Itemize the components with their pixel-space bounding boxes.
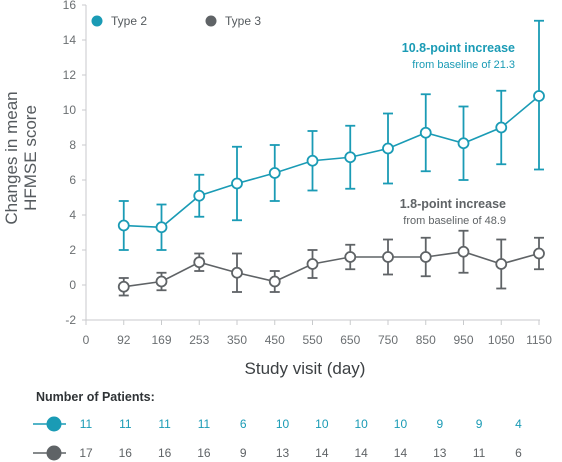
patients-title: Number of Patients: <box>36 390 155 404</box>
annotation-type-2: 10.8-point increase from baseline of 21.… <box>402 41 515 71</box>
patients-row-marker-type-2 <box>46 416 62 432</box>
data-point-type-2 <box>495 121 508 134</box>
data-point-type-3 <box>382 251 394 263</box>
x-tick-label: 1050 <box>488 333 515 347</box>
patients-count-type-3: 11 <box>473 446 486 460</box>
patients-count-type-3: 17 <box>79 446 93 460</box>
patients-count-type-2: 11 <box>80 417 93 431</box>
data-point-type-3 <box>155 275 168 288</box>
patients-count-type-3: 9 <box>240 446 247 460</box>
y-tick-label: 0 <box>69 278 76 292</box>
data-point-type-3 <box>344 251 357 263</box>
data-point-type-2 <box>457 137 470 150</box>
annotation-type-3-title: 1.8-point increase <box>400 197 506 211</box>
patients-count-type-2: 11 <box>119 417 132 431</box>
patients-count-type-2: 11 <box>158 417 171 431</box>
data-point-type-2 <box>382 142 394 155</box>
patients-count-type-2: 11 <box>198 417 211 431</box>
data-point-type-2 <box>306 154 319 167</box>
patients-count-type-2: 4 <box>515 417 522 431</box>
x-axis-title: Study visit (day) <box>245 359 366 378</box>
patients-count-type-3: 16 <box>158 446 172 460</box>
x-tick-label: 350 <box>227 333 247 347</box>
data-point-type-3 <box>268 275 281 288</box>
legend-marker-type-2 <box>91 15 103 27</box>
x-tick-label: 169 <box>151 333 171 347</box>
y-tick-label: 8 <box>69 138 76 152</box>
patients-count-type-2: 9 <box>476 417 483 431</box>
y-axis-title-line-1: Changes in mean <box>2 91 21 224</box>
data-point-type-3 <box>117 280 130 293</box>
data-point-type-2 <box>117 219 130 232</box>
data-point-type-3 <box>457 245 470 258</box>
y-tick-label: 6 <box>69 173 76 187</box>
data-point-type-2 <box>419 126 432 139</box>
patients-count-type-3: 14 <box>354 446 368 460</box>
data-point-type-3 <box>419 251 432 263</box>
data-point-type-3 <box>533 247 545 260</box>
data-point-type-2 <box>344 151 357 164</box>
x-tick-label: 650 <box>340 333 360 347</box>
patients-count-type-3: 16 <box>119 446 133 460</box>
patients-count-type-3: 14 <box>315 446 329 460</box>
series-line-type-3 <box>123 250 540 288</box>
y-tick-label: -2 <box>65 313 76 327</box>
series-type-2 <box>117 19 545 251</box>
y-tick-label: 10 <box>63 103 77 117</box>
annotation-type-3: 1.8-point increase from baseline of 48.9 <box>400 197 506 227</box>
patients-table: 11 11 11 11 6 10 10 10 10 9 9 4 17 16 16 16 9 13 14 14 14 13 1… <box>33 416 522 461</box>
data-point-type-2 <box>231 177 243 190</box>
x-tick-label: 750 <box>378 333 398 347</box>
y-tick-label: 12 <box>63 68 77 82</box>
legend-marker-type-3 <box>205 15 217 27</box>
patients-count-type-2: 9 <box>436 417 443 431</box>
series-type-3 <box>117 229 545 297</box>
patients-row-marker-type-3 <box>46 445 62 461</box>
data-point-type-2 <box>193 189 206 202</box>
x-tick-label: 253 <box>189 333 209 347</box>
patients-count-type-3: 13 <box>276 446 290 460</box>
patients-count-type-3: 13 <box>433 446 447 460</box>
y-tick-label: 2 <box>69 243 76 257</box>
x-tick-label: 550 <box>302 333 322 347</box>
series-layer <box>117 19 545 297</box>
data-point-type-3 <box>193 256 206 269</box>
patients-count-type-3: 6 <box>515 446 522 460</box>
patients-count-type-3: 16 <box>197 446 211 460</box>
y-axis-title-line-2: HFMSE score <box>21 105 40 211</box>
x-tick-label: 0 <box>83 333 90 347</box>
data-point-type-3 <box>495 258 508 270</box>
patients-count-type-2: 10 <box>394 417 408 431</box>
y-tick-label: 16 <box>63 0 77 12</box>
series-line-type-2 <box>123 95 540 229</box>
data-point-type-2 <box>155 221 168 234</box>
axes: -2 0 2 4 6 8 10 12 14 16 0 92 169 253 350 450 550 650 750 8… <box>63 0 553 347</box>
patients-count-type-2: 6 <box>240 417 247 431</box>
data-point-type-3 <box>231 266 243 279</box>
data-point-type-2 <box>533 90 545 102</box>
annotation-type-2-title: 10.8-point increase <box>402 41 515 55</box>
x-tick-label: 950 <box>453 333 473 347</box>
annotation-type-2-subtitle: from baseline of 21.3 <box>412 59 515 71</box>
x-tick-label: 1150 <box>526 333 552 347</box>
y-tick-label: 4 <box>69 208 76 222</box>
legend-label-type-3: Type 3 <box>225 14 261 28</box>
y-tick-label: 14 <box>63 33 77 47</box>
legend-label-type-2: Type 2 <box>111 14 147 28</box>
x-tick-label: 450 <box>265 333 285 347</box>
data-point-type-2 <box>268 167 281 179</box>
x-tick-label: 850 <box>416 333 436 347</box>
patients-count-type-3: 14 <box>394 446 408 460</box>
legend: Type 2 Type 3 <box>91 14 261 28</box>
patients-count-type-2: 10 <box>276 417 290 431</box>
patients-count-type-2: 10 <box>315 417 329 431</box>
annotation-type-3-subtitle: from baseline of 48.9 <box>403 215 506 227</box>
patients-count-type-2: 10 <box>354 417 368 431</box>
data-point-type-3 <box>306 258 319 270</box>
x-tick-label: 92 <box>117 333 131 347</box>
